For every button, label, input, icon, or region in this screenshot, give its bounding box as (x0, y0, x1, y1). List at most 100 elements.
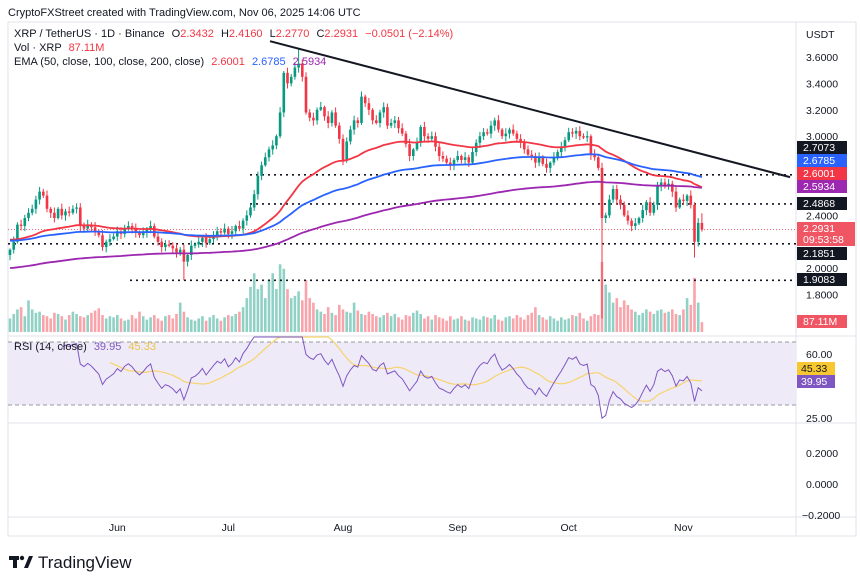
volume-bar (700, 322, 704, 332)
candle-body (267, 149, 271, 158)
candle (293, 62, 297, 80)
candle (93, 222, 97, 237)
candle-body (71, 208, 75, 213)
time-axis[interactable]: Jun Jul Aug Sep Oct Nov (109, 522, 694, 534)
volume-bar (8, 318, 12, 332)
candle-body (53, 212, 56, 219)
candles (8, 49, 704, 319)
price-label-level-1: 2.7073 (797, 141, 847, 154)
candle-body (634, 223, 637, 226)
volume-bar (312, 302, 315, 332)
candle-body (186, 255, 189, 262)
candle-body (264, 157, 267, 166)
volume-bar (97, 308, 101, 332)
candle-body (341, 138, 345, 160)
candle-body (460, 156, 463, 160)
candle (478, 131, 482, 149)
volume-bar (615, 298, 619, 332)
candle-body (245, 215, 249, 221)
candle-body (356, 120, 360, 123)
volume-bar (393, 313, 397, 332)
volume-bar (171, 318, 175, 332)
candle (304, 72, 308, 115)
volume-bar (34, 312, 38, 332)
volume-bar (30, 309, 34, 332)
volume-bar (75, 313, 78, 332)
candle-body (193, 244, 197, 246)
volume-bar (267, 280, 271, 332)
volume-bar (289, 298, 293, 332)
volume-bar (178, 302, 182, 332)
price-axis-ticks[interactable]: 3.6000 3.4000 3.2000 3.0000 2.4000 2.0000 1.80… (806, 52, 838, 302)
candle-body (238, 225, 241, 229)
candle (682, 194, 685, 206)
volume-bar (363, 315, 367, 332)
candle-body (541, 157, 545, 164)
candle (645, 199, 648, 216)
candle-body (149, 225, 152, 229)
candle-body (504, 133, 508, 137)
candle (552, 152, 556, 166)
candle (641, 204, 644, 223)
candle-body (49, 208, 52, 213)
volume-bar (345, 311, 348, 332)
candle-body (585, 136, 589, 138)
volume-bar (315, 309, 319, 332)
volume-bar (430, 319, 434, 332)
volume-bar (523, 319, 526, 332)
candle-body (689, 195, 693, 205)
volume-bar (604, 284, 607, 332)
volume-bar (330, 312, 334, 332)
volume-bar (127, 319, 130, 332)
volume-bar (186, 317, 189, 332)
candle-body (201, 237, 204, 242)
candle-body (108, 239, 112, 242)
candle (164, 240, 167, 252)
candle (563, 136, 567, 152)
candle-body (312, 117, 315, 121)
candle (689, 190, 693, 209)
volume-bar (215, 318, 219, 332)
candle (190, 240, 193, 260)
volume-bar (338, 304, 341, 332)
candle-body (104, 241, 108, 248)
volume-bar (456, 318, 459, 332)
volume-bar (382, 315, 385, 332)
trendline[interactable] (269, 40, 791, 179)
candle-body (34, 199, 38, 209)
candle-body (445, 158, 448, 163)
candle (508, 127, 511, 139)
candle-body (471, 152, 474, 163)
candle (249, 204, 252, 218)
candle (27, 208, 30, 222)
volume-bar (626, 304, 630, 332)
volume-bar (141, 316, 145, 332)
candle (471, 147, 474, 165)
volume-bar (219, 320, 223, 332)
price-label-ema50: 2.6001 (797, 167, 847, 180)
candle-body (467, 157, 471, 163)
candle (356, 117, 360, 128)
candle-body (60, 208, 64, 216)
volume-bar (497, 319, 500, 332)
volume-bar (519, 317, 522, 332)
volume-bar (90, 312, 93, 332)
candle (545, 158, 548, 173)
price-label-ema200: 2.5934 (797, 180, 847, 193)
legend-ohlc: XRP / TetherUS · 1D · Binance O2.3432 H2… (14, 28, 453, 40)
candle-body (678, 199, 681, 208)
price-axis-currency[interactable]: USDT (806, 29, 835, 41)
candle (286, 67, 289, 89)
legend-ema50: 2.6001 (211, 56, 245, 68)
candle (515, 130, 519, 143)
volume-bar (252, 273, 256, 332)
volume-bar (67, 315, 71, 332)
price-label-level-4: 1.9083 (797, 273, 847, 286)
candle-body (260, 165, 263, 176)
volume-bar (64, 319, 67, 332)
legend-close: 2.2931 (324, 28, 358, 40)
candle-body (349, 129, 352, 142)
volume-bar (474, 318, 478, 332)
legend-change: −0.0501 (−2.14%) (365, 28, 453, 40)
